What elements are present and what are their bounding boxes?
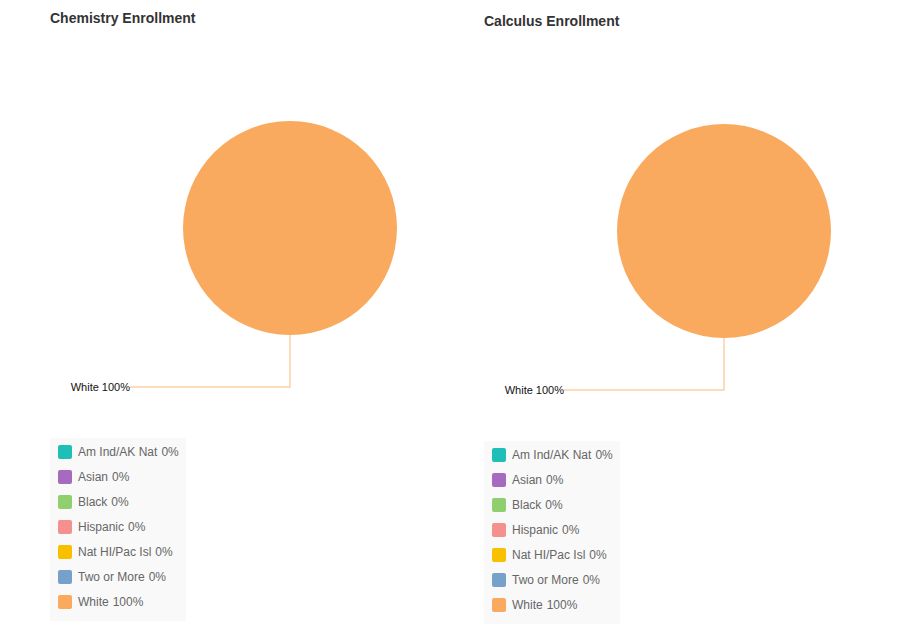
legend-value: 0% [545,498,563,512]
legend-value: 0% [155,545,173,559]
legend-category: Asian [512,473,542,487]
legend-category: Two or More [512,573,579,587]
legend-swatch [58,570,72,584]
legend-entry: White 100% [512,598,578,612]
legend-entry: Nat HI/Pac Isl 0% [78,545,173,559]
legend-value: 0% [562,523,580,537]
legend-entry: Black0% [512,498,563,512]
pie-chart: Chemistry EnrollmentWhite100%Am Ind/AK N… [50,10,397,621]
legend-swatch [58,595,72,609]
data-label: White100% [505,384,564,396]
pie-slice [183,121,397,335]
label-leader [130,335,290,387]
legend-category: Hispanic [78,520,124,534]
legend: Am Ind/AK Nat0%Asian0%Black0%Hispanic0%N… [484,441,620,624]
data-label-category: White [505,384,533,396]
legend-value: 0% [595,448,613,462]
legend-entry: Hispanic 0% [512,523,580,537]
page: {"chart_data": [ {"type": "pie", "title"… [0,0,906,631]
data-label-value: 100% [102,381,130,393]
legend-value: 0% [589,548,607,562]
legend-swatch [492,448,506,462]
legend-swatch [58,470,72,484]
label-leader [564,338,724,390]
legend: Am Ind/AK Nat0%Asian0%Black0%Hispanic0%N… [50,438,186,621]
pie-slice [617,124,831,338]
legend-value: 0% [111,495,129,509]
slices [183,121,397,335]
legend-swatch [492,523,506,537]
pie-chart: Calculus EnrollmentWhite100%Am Ind/AK Na… [484,13,831,624]
slices [617,124,831,338]
legend-box [50,438,186,621]
legend-value: 0% [128,520,146,534]
legend-value: 0% [149,570,167,584]
legend-value: 0% [583,573,601,587]
legend-swatch [58,445,72,459]
legend-category: Am Ind/AK Nat [512,448,592,462]
legend-category: Asian [78,470,108,484]
legend-category: White [512,598,543,612]
legend-swatch [58,520,72,534]
legend-category: Black [78,495,108,509]
data-label: White100% [71,381,130,393]
legend-entry: Two or More 0% [512,573,600,587]
legend-entry: Asian 0% [78,470,130,484]
legend-entry: White 100% [78,595,144,609]
legend-value: 100% [113,595,144,609]
legend-swatch [492,548,506,562]
legend-box [484,441,620,624]
chart-title: Chemistry Enrollment [50,10,196,26]
legend-entry: Two or More 0% [78,570,166,584]
legend-swatch [58,545,72,559]
legend-value: 0% [112,470,130,484]
data-label-value: 100% [536,384,564,396]
chart-canvas: Chemistry EnrollmentWhite100%Am Ind/AK N… [0,0,906,631]
legend-entry: Black0% [78,495,129,509]
legend-swatch [492,498,506,512]
legend-entry: Am Ind/AK Nat0% [78,445,179,459]
legend-entry: Hispanic 0% [78,520,146,534]
legend-swatch [492,573,506,587]
legend-entry: Am Ind/AK Nat0% [512,448,613,462]
legend-swatch [58,495,72,509]
legend-category: Nat HI/Pac Isl [512,548,585,562]
legend-swatch [492,473,506,487]
legend-category: Nat HI/Pac Isl [78,545,151,559]
legend-category: Two or More [78,570,145,584]
legend-value: 0% [546,473,564,487]
legend-entry: Nat HI/Pac Isl 0% [512,548,607,562]
legend-entry: Asian 0% [512,473,564,487]
legend-swatch [492,598,506,612]
legend-category: White [78,595,109,609]
chart-title: Calculus Enrollment [484,13,620,29]
legend-value: 0% [161,445,179,459]
data-label-category: White [71,381,99,393]
legend-category: Hispanic [512,523,558,537]
legend-category: Black [512,498,542,512]
legend-value: 100% [547,598,578,612]
legend-category: Am Ind/AK Nat [78,445,158,459]
